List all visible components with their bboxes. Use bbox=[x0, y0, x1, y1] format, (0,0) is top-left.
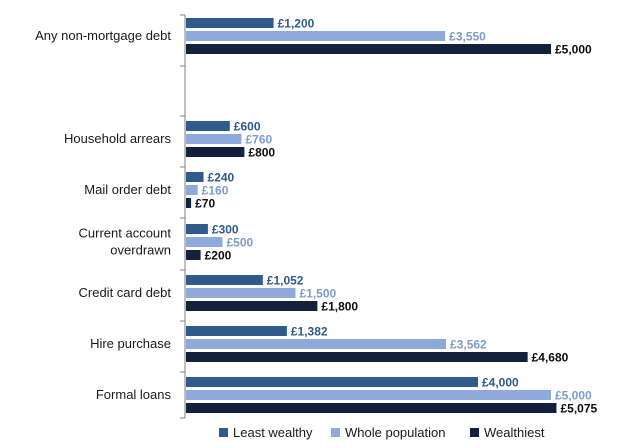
category-label: overdrawn bbox=[110, 243, 171, 258]
legend-label: Wealthiest bbox=[484, 425, 545, 440]
bar bbox=[186, 390, 551, 400]
bar bbox=[186, 288, 296, 298]
data-label: £3,562 bbox=[450, 338, 487, 352]
axis-layer bbox=[180, 14, 186, 419]
data-label: £500 bbox=[227, 236, 254, 250]
bar bbox=[186, 377, 478, 387]
bar bbox=[186, 121, 230, 131]
data-label: £70 bbox=[195, 197, 215, 211]
data-label: £240 bbox=[208, 171, 235, 185]
data-label: £5,000 bbox=[555, 389, 592, 403]
legend-label: Least wealthy bbox=[233, 425, 313, 440]
category-label: Household arrears bbox=[64, 131, 171, 146]
bar bbox=[186, 403, 557, 413]
bar bbox=[186, 224, 208, 234]
data-label: £760 bbox=[245, 133, 272, 147]
data-label: £160 bbox=[202, 184, 229, 198]
data-label: £4,000 bbox=[482, 376, 519, 390]
bar bbox=[186, 237, 223, 247]
data-label: £3,550 bbox=[449, 30, 486, 44]
data-label: £1,800 bbox=[321, 300, 358, 314]
legend-swatch bbox=[331, 428, 340, 437]
data-label: £1,052 bbox=[267, 274, 304, 288]
data-label: £5,000 bbox=[555, 43, 592, 57]
bar bbox=[186, 18, 274, 28]
bar bbox=[186, 31, 446, 41]
data-label: £1,382 bbox=[291, 325, 328, 339]
bar bbox=[186, 134, 242, 144]
bar bbox=[186, 250, 201, 260]
data-label: £800 bbox=[248, 146, 275, 160]
data-label: £1,200 bbox=[278, 17, 315, 31]
legend-swatch bbox=[470, 428, 479, 437]
category-label: Mail order debt bbox=[84, 182, 171, 197]
legend-label: Whole population bbox=[345, 425, 445, 440]
category-label: Current account bbox=[79, 226, 172, 241]
category-label: Credit card debt bbox=[79, 285, 172, 300]
data-label: £600 bbox=[234, 120, 261, 134]
bars-layer bbox=[186, 18, 557, 413]
bar bbox=[186, 275, 263, 285]
bar bbox=[186, 301, 318, 311]
data-label: £4,680 bbox=[532, 351, 569, 365]
data-label: £300 bbox=[212, 223, 239, 237]
category-label: Any non-mortgage debt bbox=[35, 28, 171, 43]
bar bbox=[186, 185, 198, 195]
bar bbox=[186, 339, 447, 349]
bar bbox=[186, 326, 287, 336]
labels-layer: Any non-mortgage debt £1,200 £3,550 £5,000 H… bbox=[35, 17, 597, 416]
data-label: £1,500 bbox=[300, 287, 337, 301]
bar bbox=[186, 352, 528, 362]
data-label: £200 bbox=[205, 249, 232, 263]
category-label: Formal loans bbox=[96, 387, 172, 402]
bar bbox=[186, 147, 245, 157]
legend: Least wealthy Whole population Wealthiest bbox=[219, 425, 545, 440]
data-label: £5,075 bbox=[560, 402, 597, 416]
bar bbox=[186, 44, 551, 54]
bar bbox=[186, 198, 192, 208]
category-label: Hire purchase bbox=[90, 336, 171, 351]
bar bbox=[186, 172, 204, 182]
legend-swatch bbox=[219, 428, 228, 437]
